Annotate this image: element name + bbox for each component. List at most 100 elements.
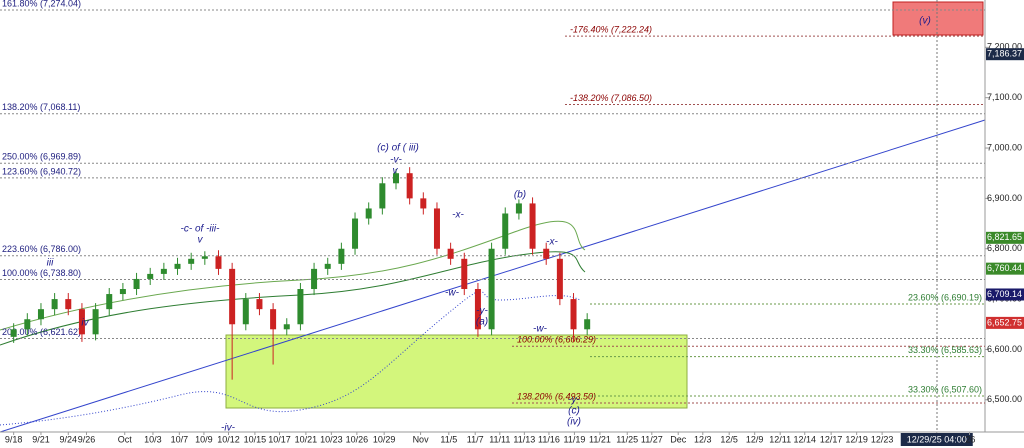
candle-body: [474, 289, 481, 330]
wave-label: iv: [81, 318, 89, 329]
x-tick-label: 12/23: [871, 434, 894, 444]
x-tick-label: Oct: [118, 434, 133, 444]
x-tick-label: 10/12: [217, 434, 240, 444]
candle-body: [160, 268, 167, 274]
x-tick-label: 11/25: [616, 434, 638, 444]
candle-body: [515, 203, 522, 214]
candle-body: [65, 299, 72, 310]
x-tick-label: 10/7: [171, 434, 189, 444]
wave-label: (b): [514, 190, 526, 201]
x-tick-label: 11/7: [467, 434, 484, 444]
x-tick-label: 10/17: [268, 434, 291, 444]
target-label: (v): [919, 16, 931, 27]
price-tag-label: 6,821.65: [987, 232, 1022, 242]
x-tick-label: 12/17: [820, 434, 843, 444]
wave-label: -w-: [445, 288, 460, 299]
level-label: 250.00% (6,969.89): [2, 152, 81, 162]
wave-label: (c): [568, 406, 580, 417]
y-tick-label: 6,600.00: [987, 344, 1022, 354]
wave-label: -x-: [546, 237, 558, 248]
x-tick-label: 10/9: [195, 434, 213, 444]
candle-body: [556, 258, 563, 300]
level-label: 138.20% (6,493.50): [517, 391, 596, 401]
candle-body: [10, 329, 17, 337]
wave-label: -c- of -iii-: [181, 224, 221, 235]
candle-body: [584, 319, 591, 330]
candle-body: [242, 299, 249, 325]
x-tick-label: 12/11: [769, 434, 791, 444]
y-tick-label: 6,800.00: [987, 243, 1022, 253]
x-tick-label: 12/5: [720, 434, 738, 444]
x-tick-label: Dec: [670, 434, 687, 444]
candle-body: [433, 208, 440, 249]
x-tick-label: 10/15: [244, 434, 267, 444]
candle-body: [406, 173, 413, 199]
candle-body: [461, 258, 468, 290]
y-tick-label: 7,000.00: [987, 142, 1022, 152]
candle-body: [365, 208, 372, 219]
wave-label: iii: [47, 258, 54, 269]
x-tick-label: 10/29: [373, 434, 396, 444]
wave-label: v: [393, 166, 399, 177]
candle-body: [338, 248, 345, 264]
candle-body: [324, 263, 331, 269]
level-label: 138.20% (7,068.11): [2, 102, 80, 112]
candle-body: [393, 173, 400, 184]
candle-body: [147, 273, 154, 279]
candle-body: [352, 218, 359, 249]
candle-body: [543, 248, 550, 259]
y-tick-label: 6,500.00: [987, 394, 1022, 404]
candle-body: [502, 213, 509, 249]
x-tick-label: 12/9: [746, 434, 764, 444]
x-tick-label: 12/14: [793, 434, 816, 444]
x-tick-label: 12/3: [694, 434, 712, 444]
level-label: 23.60% (6,690.19): [908, 292, 982, 302]
price-tag-label: 6,709.14: [987, 289, 1022, 299]
price-tag: [986, 48, 1024, 61]
x-tick-label: 9/24: [60, 434, 78, 444]
x-tick-label: 9/18: [5, 434, 23, 444]
x-tick-label: 11/5: [440, 434, 457, 444]
candle-body: [174, 263, 181, 269]
level-label: 200.00% (6,621.62): [2, 327, 81, 337]
price-tag-label: 6,760.44: [987, 263, 1022, 273]
crosshair-label-bg: [900, 433, 973, 446]
level-label: 161.80% (7,274.04): [2, 0, 81, 8]
x-tick-label: '26: [964, 434, 976, 444]
candle-body: [256, 299, 263, 310]
wave-label: v: [198, 235, 204, 246]
candle-body: [78, 309, 85, 335]
price-tag-label: 7,186.37: [987, 49, 1022, 59]
oscillator-line: [0, 290, 581, 426]
candle-body: [529, 203, 536, 249]
wave-label: (iv): [567, 417, 581, 428]
candle-body: [311, 268, 318, 290]
candle-body: [447, 248, 454, 259]
x-tick-label: 10/26: [346, 434, 369, 444]
level-label: 33.30% (6,585.63): [908, 345, 982, 355]
price-tag: [986, 288, 1024, 301]
candle-body: [133, 278, 140, 290]
candle-body: [106, 294, 113, 310]
level-label: -176.40% (7,222.24): [570, 25, 652, 35]
price-tag: [986, 316, 1024, 329]
moving-average: [0, 251, 586, 346]
x-tick-label: 11/21: [589, 434, 611, 444]
x-tick-label: 11/13: [513, 434, 535, 444]
x-tick-label: 11/11: [489, 434, 510, 444]
level-label: -138.20% (7,086.50): [570, 93, 652, 103]
wave-label: (c) of ( iii): [377, 143, 419, 154]
wave-label: -x-: [452, 210, 464, 221]
price-tag-label: 6,652.75: [987, 317, 1022, 327]
candle-body: [297, 289, 304, 325]
candle-body: [488, 248, 495, 330]
price-tag: [986, 231, 1024, 244]
candle-body: [379, 183, 386, 209]
moving-average: [0, 220, 586, 331]
candle-body: [570, 299, 577, 330]
x-tick-label: 11/16: [538, 434, 560, 444]
wave-label: -iv-: [221, 423, 236, 434]
x-tick-label: Nov: [413, 434, 430, 444]
x-tick-label: 11/27: [641, 434, 663, 444]
